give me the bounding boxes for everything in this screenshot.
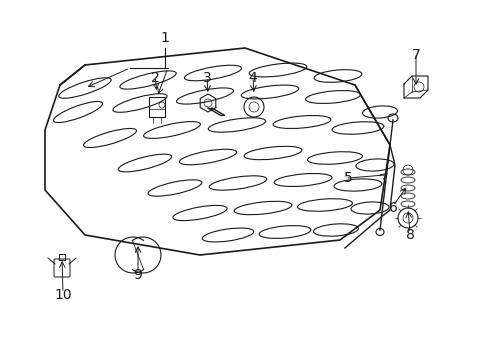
Text: 1: 1 xyxy=(160,31,169,45)
Text: 10: 10 xyxy=(54,288,72,302)
Text: 9: 9 xyxy=(133,268,142,282)
Text: 6: 6 xyxy=(388,201,397,215)
Text: 7: 7 xyxy=(411,48,420,62)
Text: 8: 8 xyxy=(405,228,414,242)
Text: 4: 4 xyxy=(248,71,257,85)
Text: 5: 5 xyxy=(343,171,352,185)
Text: 2: 2 xyxy=(150,71,159,85)
Text: 3: 3 xyxy=(202,71,211,85)
Bar xyxy=(149,97,164,117)
